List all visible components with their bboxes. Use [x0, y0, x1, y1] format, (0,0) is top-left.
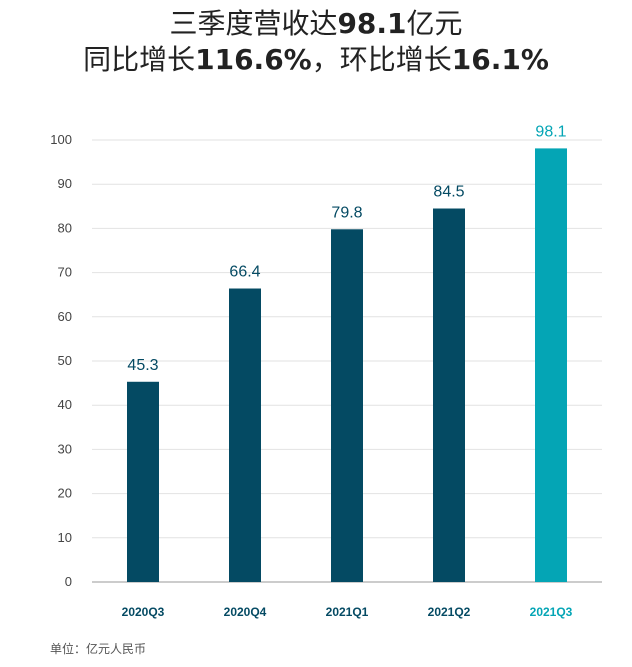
data-label-2020Q4: 66.4: [229, 264, 260, 281]
title-revenue-unit: 亿元: [406, 7, 463, 40]
title-yoy-text: 同比增长: [83, 43, 196, 76]
bar-2020Q4: [229, 288, 261, 582]
y-tick-label: 40: [58, 397, 72, 412]
y-tick-label: 100: [50, 132, 72, 147]
data-label-2021Q3: 98.1: [535, 123, 566, 140]
bar-2021Q3: [535, 148, 567, 582]
y-tick-label: 10: [58, 530, 72, 545]
y-tick-label: 30: [58, 441, 72, 456]
data-label-2020Q3: 45.3: [127, 357, 158, 374]
bar-2021Q2: [433, 208, 465, 582]
title-qoq-text: ，环比增长: [311, 43, 452, 76]
bars: [127, 148, 567, 582]
y-tick-label: 0: [65, 574, 72, 589]
y-tick-label: 20: [58, 486, 72, 501]
data-label-2021Q2: 84.5: [433, 184, 464, 201]
title-revenue-value: 98.1: [337, 7, 407, 40]
x-tick-label-2021Q3: 2021Q3: [530, 605, 573, 619]
y-tick-label: 50: [58, 353, 72, 368]
bar-2021Q1: [331, 229, 363, 582]
unit-footnote: 单位：亿元人民币: [50, 642, 147, 656]
bar-2020Q3: [127, 381, 159, 582]
x-tick-label-2021Q1: 2021Q1: [326, 605, 369, 619]
chart-title-line-2: 同比增长116.6%，环比增长16.1%: [0, 42, 632, 78]
y-tick-label: 80: [58, 220, 72, 235]
x-tick-label-2020Q4: 2020Q4: [224, 605, 267, 619]
y-tick-label: 70: [58, 265, 72, 280]
x-tick-label-2021Q2: 2021Q2: [428, 605, 471, 619]
data-label-2021Q1: 79.8: [331, 204, 362, 221]
title-qoq-value: 16.1%: [451, 43, 549, 76]
data-labels: 45.3 66.4 79.8 84.5 98.1: [127, 123, 566, 373]
y-axis-tick-labels: 0 10 20 30 40 50 60 70 80 90 100: [50, 132, 72, 589]
title-revenue-text: 三季度营收达: [169, 7, 338, 40]
x-tick-label-2020Q3: 2020Q3: [122, 605, 165, 619]
y-tick-label: 60: [58, 309, 72, 324]
x-axis-tick-labels: 2020Q3 2020Q4 2021Q1 2021Q2 2021Q3: [122, 605, 573, 619]
title-yoy-value: 116.6%: [195, 43, 312, 76]
chart-title-line-1: 三季度营收达98.1亿元: [0, 6, 632, 42]
y-tick-label: 90: [58, 176, 72, 191]
